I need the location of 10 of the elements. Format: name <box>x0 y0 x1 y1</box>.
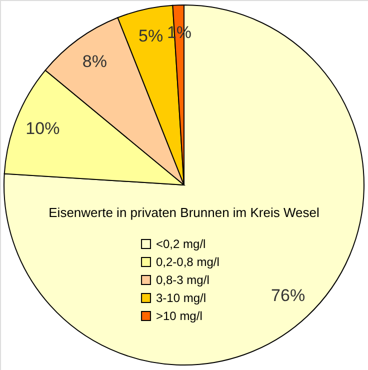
legend-label: 0,2-0,8 mg/l <box>156 255 220 269</box>
legend-label: <0,2 mg/l <box>156 237 206 251</box>
legend-label: >10 mg/l <box>156 309 202 323</box>
data-label: 76% <box>271 286 306 305</box>
legend-label: 3-10 mg/l <box>156 291 206 305</box>
data-label: 5% <box>138 26 164 46</box>
legend-label: 0,8-3 mg/l <box>156 273 210 287</box>
data-label: 8% <box>82 52 107 72</box>
text: Eisenwerte in privaten Brunnen im Kreis Wesel <box>48 205 320 220</box>
data-label: 10% <box>26 119 60 138</box>
